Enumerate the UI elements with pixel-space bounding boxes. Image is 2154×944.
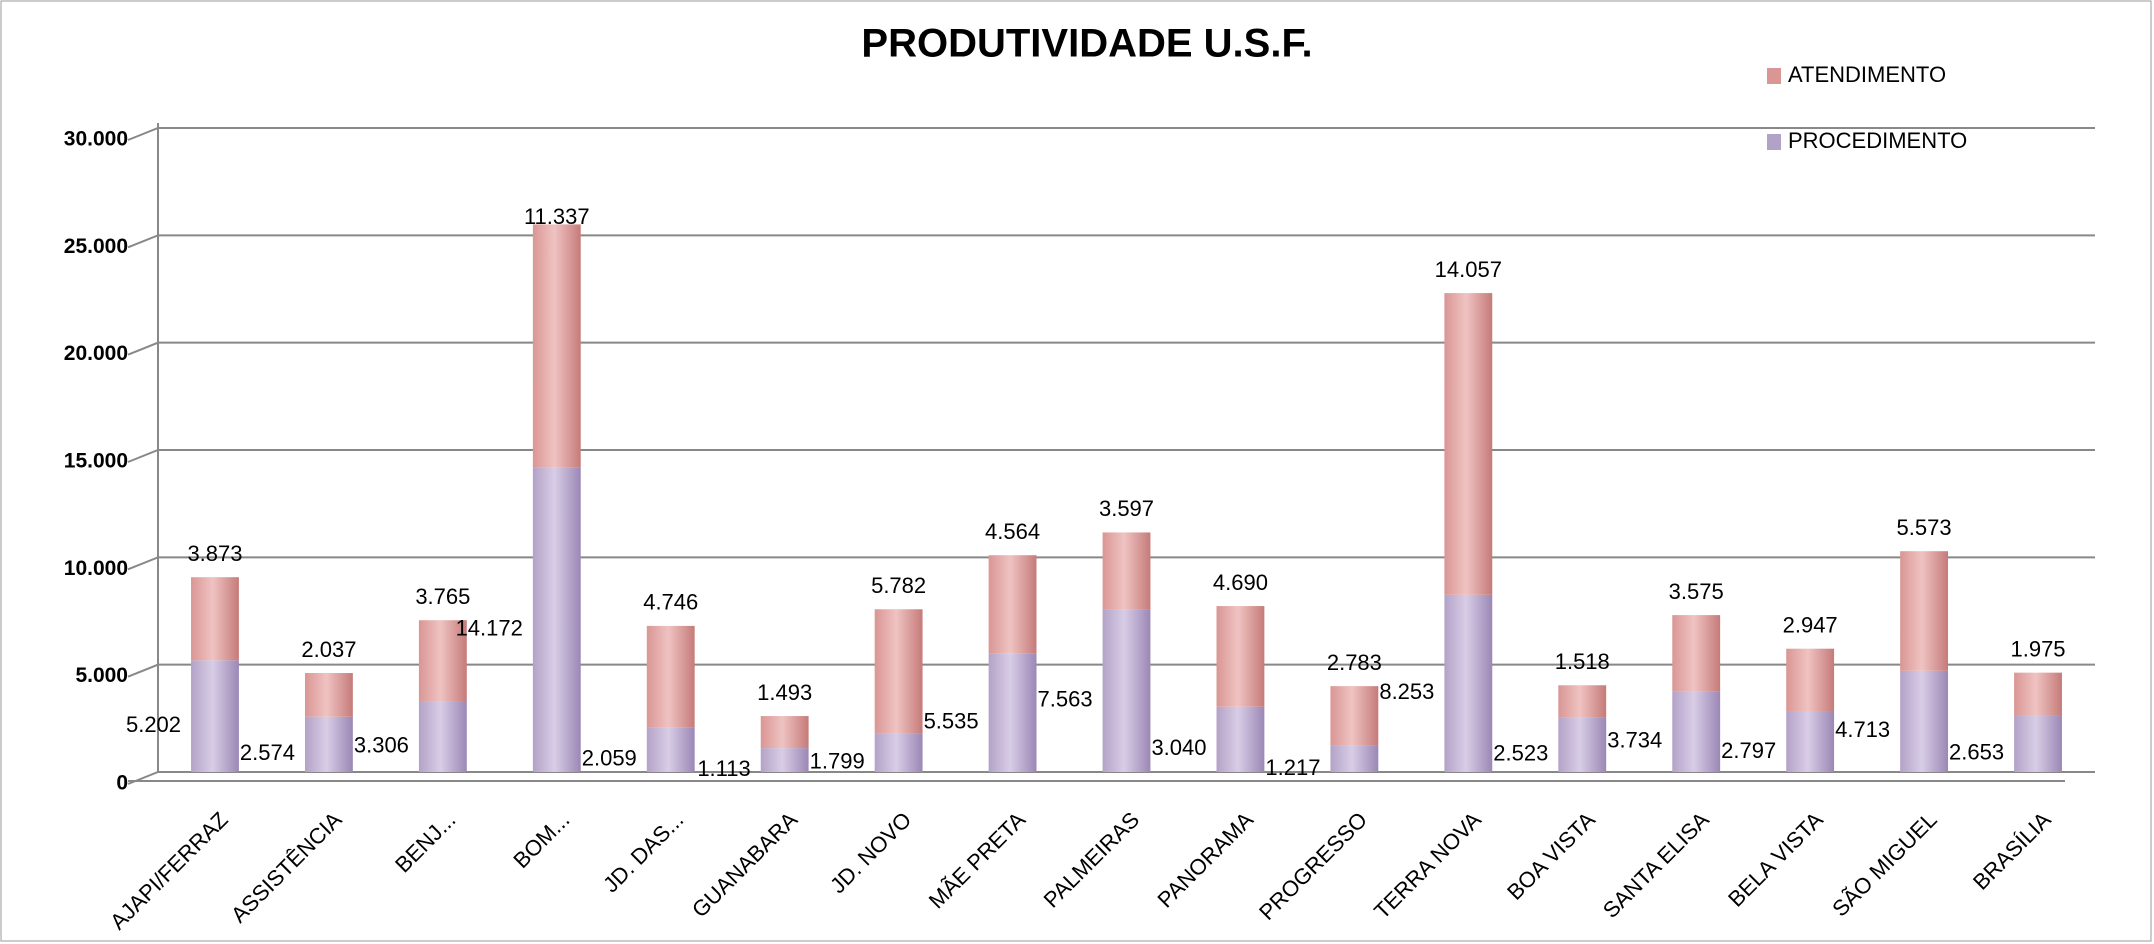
bar-segment [191,660,239,772]
bar-segment [304,716,353,772]
chart-title: PRODUTIVIDADE U.S.F. [861,22,1312,66]
data-label: 1.217 [1265,755,1320,780]
bar-segment [1900,670,1949,772]
y-tick-label: 25.000 [64,235,128,258]
bar-segment [1216,606,1265,707]
data-label: 5.202 [126,712,181,737]
bar-segment [1102,532,1151,610]
data-label: 3.597 [1099,496,1154,521]
data-label: 3.873 [187,541,242,566]
legend-label: ATENDIMENTO [1788,62,1946,87]
bar-segment [2014,715,2062,772]
legend-swatch [1767,68,1781,84]
data-label: 1.518 [1555,649,1610,674]
y-tick-label: 20.000 [64,342,128,365]
data-label: 2.523 [1493,741,1548,766]
data-label: 2.037 [301,637,356,662]
bar-segment [646,625,695,728]
data-label: 2.059 [582,746,637,771]
bar-segment [1672,691,1721,772]
bar-segment [1102,609,1151,772]
data-label: 3.040 [1151,735,1206,760]
bar-segment [1444,293,1493,595]
data-label: 1.975 [2010,636,2065,661]
data-label: 11.337 [524,204,590,229]
bar-segment [1330,686,1379,746]
bar-segment [1786,711,1835,772]
bar-segment [760,748,809,772]
data-label: 2.947 [1783,613,1838,638]
data-label: 3.575 [1669,579,1724,604]
bar-segment [988,555,1037,654]
data-label: 1.493 [757,680,812,705]
bar-segment [1558,717,1607,772]
y-tick-label: 30.000 [64,128,128,151]
data-label: 2.574 [240,740,295,765]
data-label: 3.306 [354,732,409,757]
bar-segment [646,727,695,772]
data-label: 4.564 [985,519,1040,544]
bar-segment [1672,615,1721,692]
grid-line [127,234,2095,249]
data-label: 4.746 [643,590,698,615]
data-label: 3.734 [1607,728,1662,753]
bar-segment [988,653,1037,772]
data-label: 1.113 [697,756,750,781]
bar-segment [2014,672,2062,716]
data-label: 4.690 [1213,570,1268,595]
y-tick-label: 5.000 [75,664,128,687]
bar-segment [1558,685,1607,718]
bar-segment [760,716,809,749]
data-label: 5.573 [1897,515,1952,540]
bar-segment [532,467,581,772]
data-label: 1.799 [810,749,865,774]
bar-segment [418,701,467,772]
bar-segment [1900,551,1949,671]
data-label: 14.172 [456,616,523,641]
bar-segment [1786,648,1835,712]
bar-segment [418,620,467,702]
bar-segment [1330,745,1379,772]
bar-segment [874,609,923,734]
bar-segment [304,673,353,717]
y-tick-label: 0 [116,772,128,795]
data-label: 2.783 [1327,650,1382,675]
data-label: 7.563 [1038,687,1093,712]
data-label: 2.653 [1949,739,2004,764]
legend-swatch [1767,134,1781,150]
data-label: 5.782 [871,573,926,598]
y-tick-label: 10.000 [64,557,128,580]
data-label: 3.765 [415,584,470,609]
data-label: 4.713 [1835,717,1890,742]
legend-label: PROCEDIMENTO [1788,128,1967,153]
bar-segment [191,577,239,661]
bar-segment [1444,594,1493,772]
data-label: 5.535 [924,708,979,733]
y-tick-label: 15.000 [64,450,128,473]
data-label: 2.797 [1721,738,1776,763]
bar-segment [1216,706,1265,772]
bar-segment [532,224,581,468]
bar-segment [874,733,923,772]
grid-line [127,127,2095,141]
data-label: 8.253 [1379,679,1434,704]
data-label: 14.057 [1435,257,1502,282]
